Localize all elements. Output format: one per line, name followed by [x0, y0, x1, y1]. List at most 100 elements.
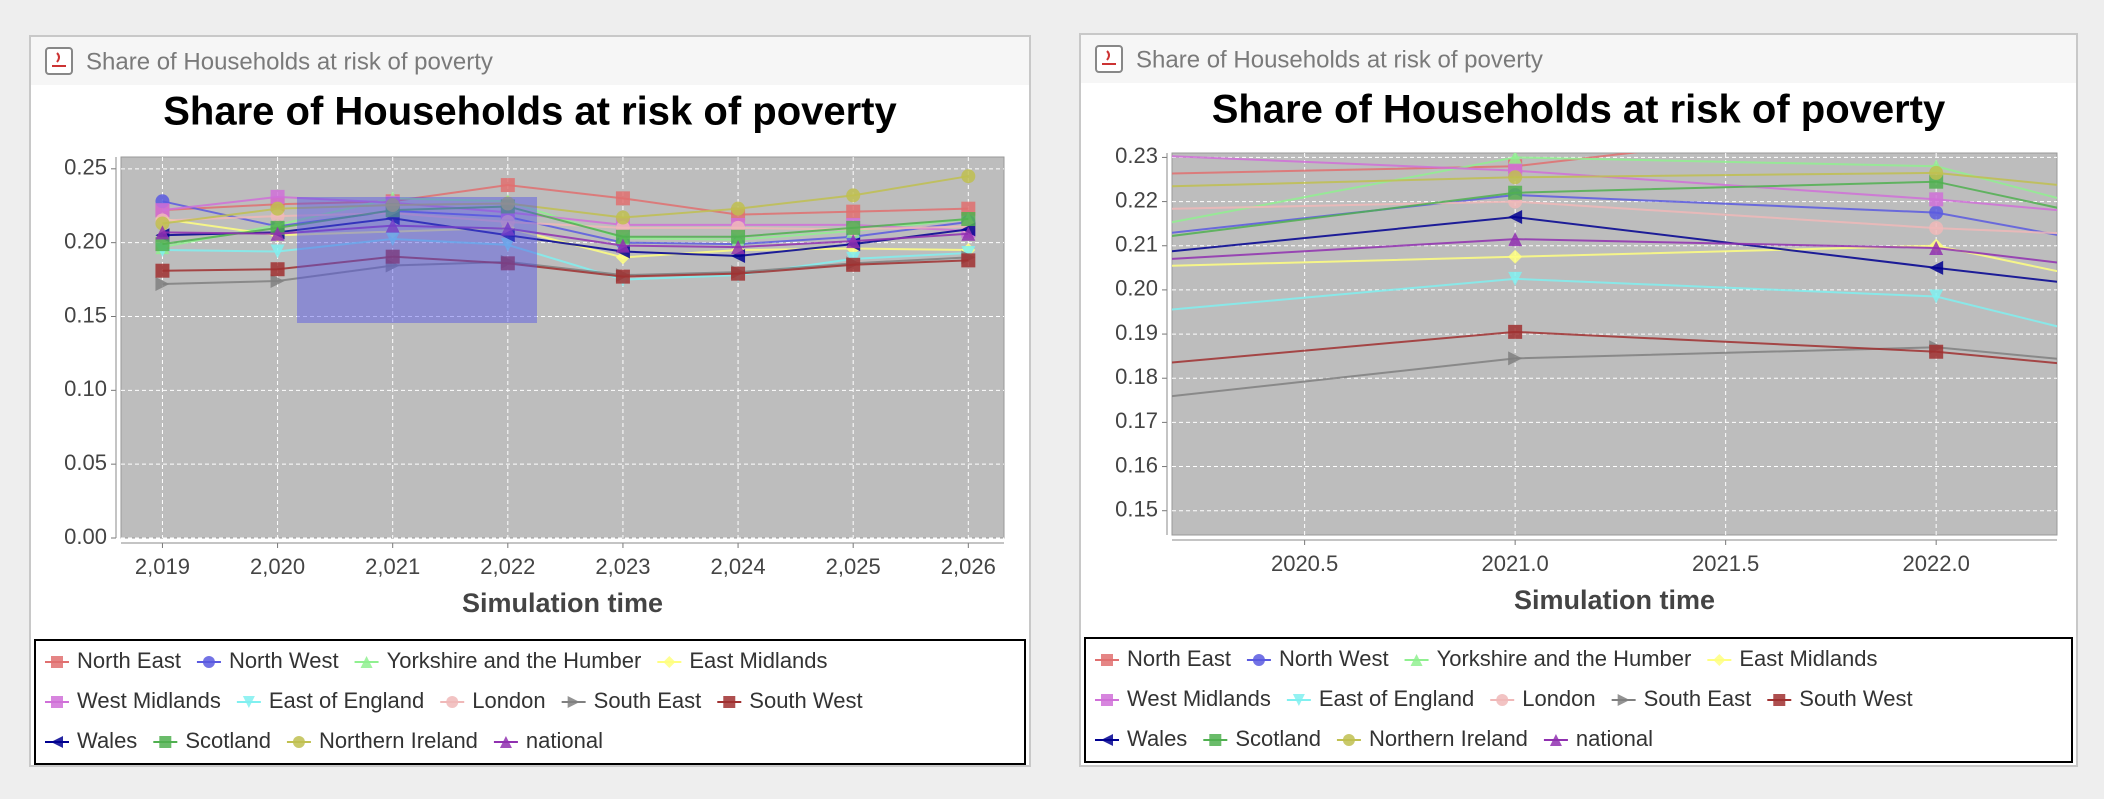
- legend-label: North West: [229, 648, 339, 673]
- legend-item: East of England: [236, 688, 424, 713]
- window-title: Share of Households at risk of poverty: [86, 48, 493, 75]
- x-tick-label: 2,021: [365, 554, 420, 579]
- marker: [1929, 205, 1944, 220]
- marker: [155, 203, 170, 218]
- legend-label: South West: [1799, 686, 1912, 711]
- marker: [270, 201, 285, 216]
- x-tick-label: 2,026: [941, 554, 996, 579]
- marker: [446, 696, 459, 708]
- y-tick-label: 0.00: [64, 524, 107, 549]
- legend-label: London: [1522, 686, 1595, 711]
- marker: [292, 736, 305, 748]
- legend-label: South East: [594, 688, 702, 713]
- y-tick-label: 0.19: [1115, 320, 1158, 345]
- y-tick-label: 0.23: [1115, 143, 1158, 168]
- plot-area: [120, 156, 1005, 539]
- marker: [615, 238, 630, 253]
- legend-item: South East: [561, 688, 702, 713]
- marker: [385, 218, 400, 233]
- title-bar: [1081, 35, 2076, 83]
- window-title: Share of Households at risk of poverty: [1136, 46, 1543, 73]
- y-tick-label: 0.15: [64, 302, 107, 327]
- legend-item: South East: [1611, 686, 1751, 711]
- marker: [51, 696, 63, 708]
- legend-item: London: [1490, 686, 1596, 711]
- marker: [1773, 694, 1786, 706]
- x-tick-label: 2,023: [595, 554, 650, 579]
- x-tick-label: 2,024: [711, 554, 766, 579]
- marker: [1252, 654, 1265, 666]
- marker: [1410, 654, 1423, 666]
- marker: [567, 696, 580, 708]
- marker: [731, 201, 746, 216]
- marker: [270, 244, 285, 259]
- legend-item: Yorkshire and the Humber: [354, 648, 641, 673]
- marker: [1713, 654, 1726, 666]
- legend-item: South West: [717, 688, 863, 713]
- series-layer: [1172, 153, 2057, 398]
- legend-label: South West: [749, 688, 862, 713]
- marker: [1508, 232, 1523, 247]
- marker: [1101, 734, 1113, 746]
- marker: [1508, 351, 1523, 366]
- marker: [1508, 153, 1523, 165]
- marker: [1929, 221, 1944, 236]
- marker: [663, 656, 676, 668]
- y-tick-label: 0.18: [1115, 364, 1158, 389]
- marker: [1508, 170, 1523, 185]
- marker: [846, 204, 861, 219]
- series-line: [162, 255, 969, 278]
- marker: [1508, 249, 1523, 264]
- legend-item: South West: [1767, 686, 1913, 711]
- legend-item: Northern Ireland: [1336, 726, 1528, 751]
- series-line: [162, 256, 969, 285]
- series-line: [162, 217, 969, 257]
- legend-item: Wales: [1095, 726, 1187, 751]
- series-line: [162, 200, 969, 246]
- marker: [1929, 289, 1944, 304]
- marker: [155, 277, 170, 291]
- marker: [961, 226, 976, 241]
- marker: [846, 234, 861, 249]
- legend-label: Northern Ireland: [319, 728, 478, 753]
- marker: [202, 656, 215, 668]
- marker: [961, 212, 976, 227]
- x-tick-label: 2,019: [135, 554, 190, 579]
- marker: [1292, 694, 1305, 706]
- marker: [385, 231, 400, 246]
- chart-title: Share of Households at risk of poverty: [163, 90, 897, 134]
- marker: [731, 240, 746, 255]
- title-bar: [31, 37, 1029, 85]
- legend-item: North West: [196, 648, 339, 673]
- legend-item: Northern Ireland: [286, 728, 478, 753]
- legend-item: national: [493, 728, 603, 753]
- marker: [615, 210, 630, 225]
- marker: [1549, 734, 1562, 746]
- marker: [499, 736, 512, 748]
- marker: [1617, 694, 1630, 706]
- marker: [1508, 324, 1523, 339]
- marker: [1508, 271, 1523, 286]
- zoom-selection: [297, 197, 537, 323]
- marker: [155, 237, 170, 252]
- x-axis-label: Simulation time: [1514, 585, 1715, 615]
- series-line: [162, 224, 969, 249]
- marker: [1929, 344, 1944, 359]
- y-tick-label: 0.20: [1115, 276, 1158, 301]
- y-tick-label: 0.05: [64, 450, 107, 475]
- series-line: [162, 237, 969, 281]
- legend-item: East of England: [1286, 686, 1474, 711]
- app-icon: [1095, 45, 1123, 73]
- marker: [159, 736, 172, 748]
- marker: [500, 196, 515, 211]
- marker: [270, 226, 285, 241]
- marker: [500, 256, 515, 271]
- marker: [51, 656, 63, 668]
- legend-item: London: [440, 688, 546, 713]
- marker: [270, 274, 285, 289]
- legend-label: North West: [1279, 646, 1389, 671]
- y-tick-label: 0.22: [1115, 187, 1158, 212]
- marker: [1101, 694, 1113, 706]
- legend-item: Wales: [45, 728, 137, 753]
